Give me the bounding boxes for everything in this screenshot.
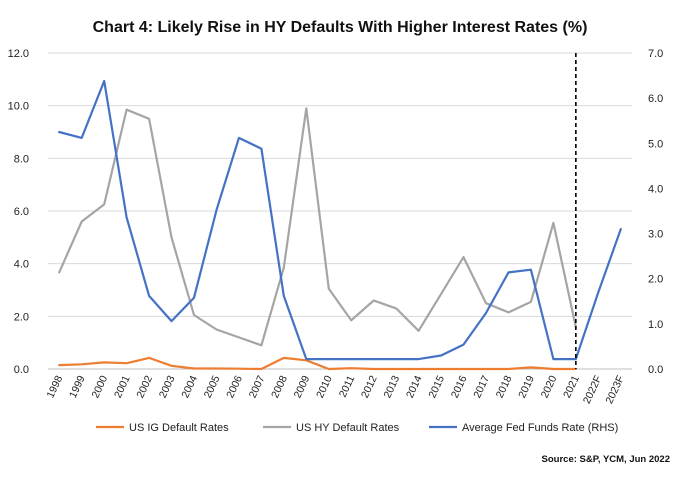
right-y-axis: 0.0 1.0 2.0 3.0 4.0 5.0 6.0 7.0	[648, 48, 663, 376]
legend-label: US IG Default Rates	[129, 422, 229, 434]
x-axis-tick-label: 2021	[561, 374, 582, 400]
x-axis-tick-label: 2012	[359, 374, 380, 400]
series-line	[58, 79, 622, 361]
right-axis-tick-label: 5.0	[648, 138, 663, 150]
legend-label: Average Fed Funds Rate (RHS)	[462, 422, 618, 434]
x-axis-tick-label: 2016	[449, 374, 470, 400]
x-axis-tick-label: 2017	[471, 374, 492, 400]
left-axis-tick-label: 12.0	[8, 48, 29, 60]
left-axis-tick-label: 10.0	[8, 101, 29, 113]
legend-label: US HY Default Rates	[296, 422, 400, 434]
x-axis-tick-label: 2014	[404, 374, 425, 400]
x-axis-tick-label: 2020	[539, 374, 560, 400]
series-line	[58, 356, 577, 371]
left-y-axis: 0.0 2.0 4.0 6.0 8.0 10.0 12.0	[8, 48, 29, 376]
x-axis-tick-label: 1999	[67, 374, 88, 400]
left-axis-tick-label: 2.0	[14, 311, 29, 323]
x-axis-tick-label: 2011	[337, 374, 357, 400]
right-axis-tick-label: 7.0	[648, 48, 663, 60]
x-axis-tick-label: 2000	[89, 374, 110, 400]
x-axis-tick-label: 2001	[112, 374, 133, 400]
right-axis-tick-label: 4.0	[648, 183, 663, 195]
x-axis-tick-label: 2022F	[581, 374, 604, 406]
x-axis-tick-label: 2003	[157, 374, 178, 400]
right-axis-tick-label: 3.0	[648, 229, 663, 241]
x-axis-tick-label: 2007	[247, 374, 268, 400]
series-line	[58, 107, 577, 347]
x-axis-tick-label: 2015	[426, 374, 447, 400]
x-axis-tick-label: 2013	[381, 374, 402, 400]
left-axis-tick-label: 8.0	[14, 153, 29, 165]
source-note: Source: S&P, YCM, Jun 2022	[542, 454, 670, 465]
x-axis-tick-label: 2002	[134, 374, 155, 400]
left-axis-tick-label: 6.0	[14, 206, 29, 218]
x-axis-tick-label: 2019	[516, 374, 537, 400]
x-axis-tick-label: 2005	[202, 374, 223, 400]
right-axis-tick-label: 1.0	[648, 319, 663, 331]
right-axis-tick-label: 2.0	[648, 274, 663, 286]
chart-title: Chart 4: Likely Rise in HY Defaults With…	[93, 19, 588, 36]
series-lines	[58, 79, 622, 371]
x-axis: 1998 1999 2000 2001 2002 2003 2004 2005 2006 2007…	[45, 368, 632, 406]
left-axis-tick-label: 4.0	[14, 259, 29, 271]
x-axis-tick-label: 2018	[494, 374, 515, 400]
legend: US IG Default Rates US HY Default Rates Av…	[96, 422, 618, 434]
x-axis-tick-label: 1998	[45, 374, 66, 400]
right-axis-tick-label: 6.0	[648, 93, 663, 105]
x-axis-tick-label: 2004	[179, 374, 200, 400]
x-axis-tick-label: 2009	[292, 374, 313, 400]
right-axis-tick-label: 0.0	[648, 364, 663, 376]
gridlines	[48, 52, 632, 317]
x-axis-tick-label: 2023F	[603, 374, 626, 406]
x-axis-tick-label: 2008	[269, 374, 290, 400]
x-axis-tick-label: 2006	[224, 374, 245, 400]
left-axis-tick-label: 0.0	[14, 364, 29, 376]
x-axis-tick-label: 2010	[314, 374, 335, 400]
